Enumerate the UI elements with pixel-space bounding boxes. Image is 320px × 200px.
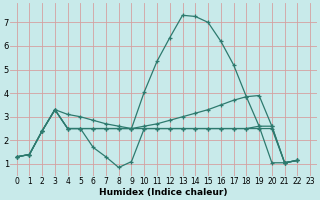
- X-axis label: Humidex (Indice chaleur): Humidex (Indice chaleur): [99, 188, 228, 197]
